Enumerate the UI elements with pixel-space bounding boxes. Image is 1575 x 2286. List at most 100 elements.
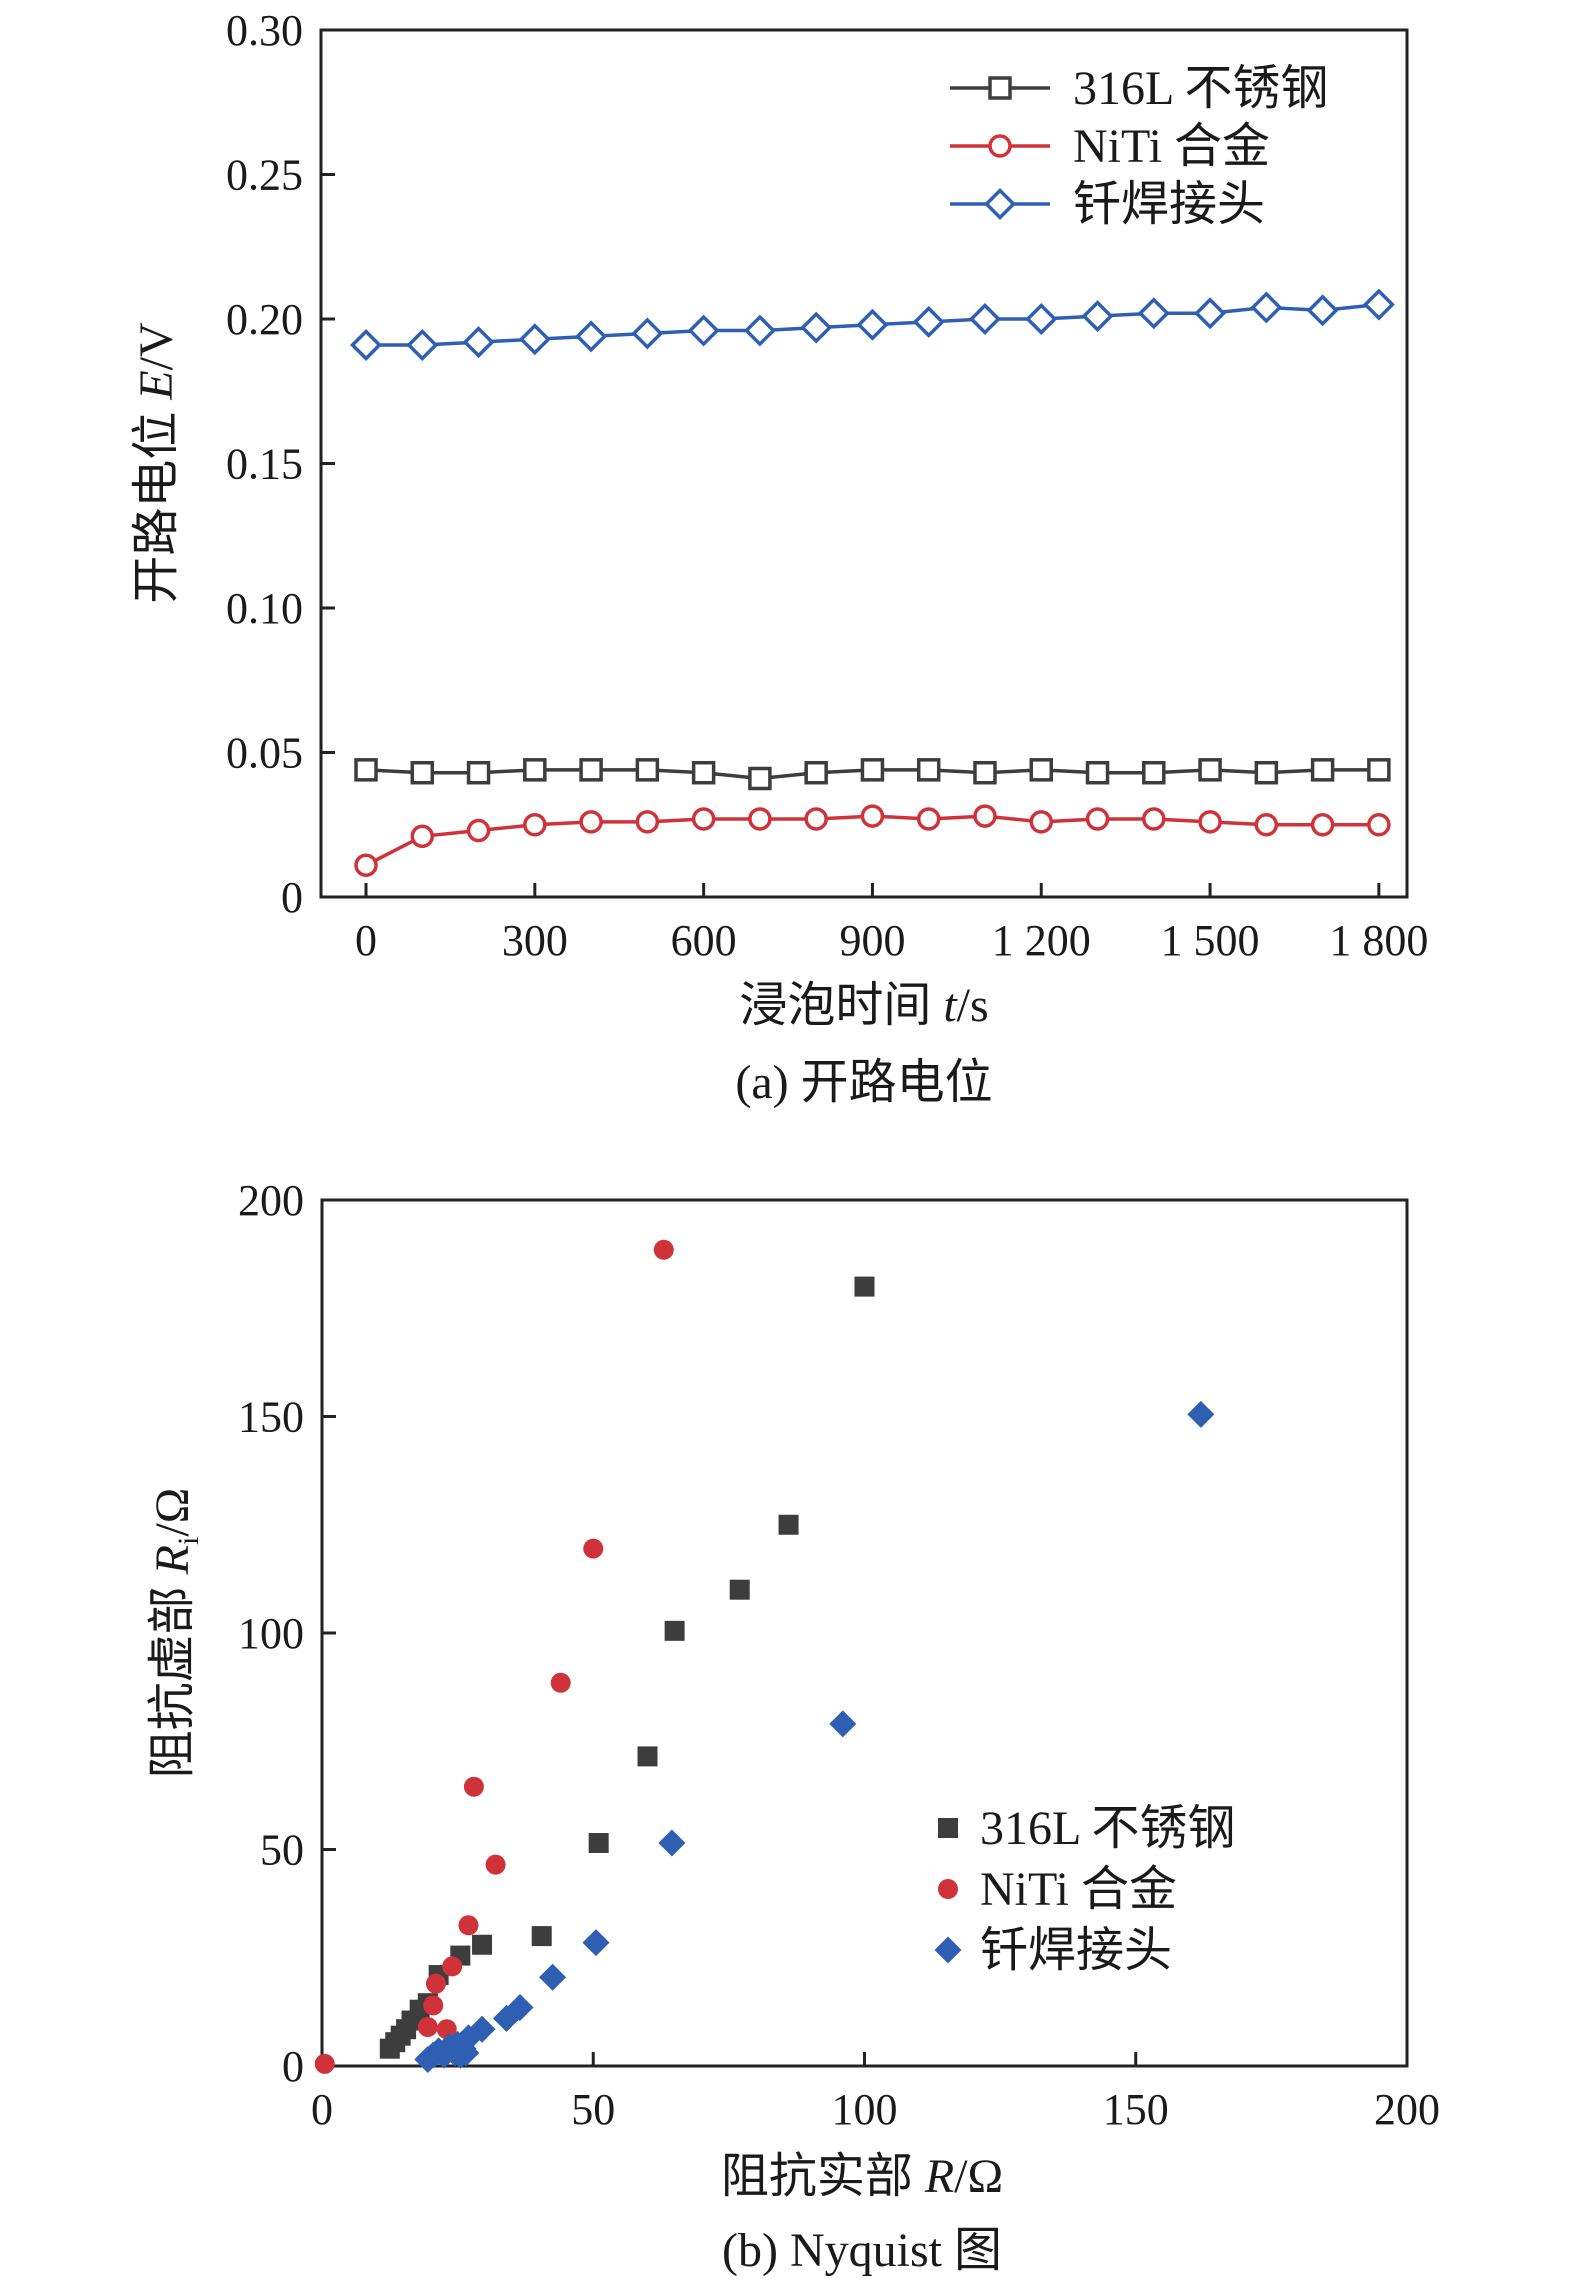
- data-point: [350, 329, 382, 361]
- data-point: [687, 314, 720, 347]
- data-point: [1029, 810, 1053, 834]
- data-point: [550, 1672, 571, 1693]
- data-point: [575, 320, 608, 353]
- data-point: [410, 824, 435, 849]
- data-point: [1025, 303, 1058, 335]
- legend-marker: [988, 134, 1012, 158]
- data-point: [635, 810, 660, 834]
- y-tick-label: 0: [282, 2042, 304, 2091]
- data-point: [860, 758, 885, 782]
- data-point: [969, 303, 1001, 335]
- data-point: [314, 2053, 335, 2074]
- data-point: [1254, 813, 1279, 837]
- x-tick-label: 100: [832, 2085, 898, 2134]
- y-tick-label: 0.20: [226, 295, 303, 344]
- data-point: [1367, 758, 1391, 782]
- data-point: [664, 1620, 685, 1641]
- y-tick-label: 0.30: [226, 6, 303, 55]
- data-point: [518, 323, 551, 356]
- data-point: [506, 1994, 534, 2022]
- series-group-b: [314, 1239, 1215, 2074]
- legend-label: NiTi 合金: [980, 1863, 1177, 1916]
- data-point: [406, 329, 439, 361]
- x-tick-label: 0: [355, 916, 377, 965]
- data-point: [854, 1276, 875, 1297]
- data-point: [1362, 288, 1395, 321]
- data-point: [579, 758, 603, 782]
- panel-open-circuit-potential: 0 300 600 900 1 200 1 500 1 800 0 0.05 0.10 0.15 0.…: [130, 6, 1428, 1109]
- data-point: [531, 1926, 552, 1947]
- y-tick-label: 150: [238, 1393, 304, 1442]
- x-tick-label: 200: [1374, 2085, 1440, 2134]
- data-point: [973, 760, 997, 785]
- legend-marker: [934, 1936, 962, 1964]
- x-tick-label: 50: [571, 2085, 615, 2134]
- data-point: [743, 314, 776, 347]
- data-point: [653, 1239, 674, 1260]
- data-point: [463, 1776, 484, 1797]
- data-point: [1306, 294, 1339, 327]
- data-point: [1142, 760, 1166, 785]
- axis-ticks-b: 0 50 100 150 200 0 50 100 150 200: [238, 1176, 1440, 2134]
- data-point: [354, 853, 378, 877]
- data-point: [462, 326, 495, 359]
- axis-ticks-a: 0 300 600 900 1 200 1 500 1 800 0 0.05 0.10 0.15 0.…: [226, 6, 1428, 965]
- data-point: [1250, 291, 1283, 324]
- data-point: [354, 758, 378, 782]
- data-point: [804, 807, 828, 831]
- series-group-a: [350, 288, 1395, 877]
- data-point: [804, 760, 828, 785]
- data-point: [637, 1746, 658, 1767]
- y-tick-label: 0.05: [226, 729, 303, 778]
- legend-label: NiTi 合金: [1073, 120, 1270, 173]
- data-point: [778, 1514, 799, 1535]
- data-point: [523, 813, 547, 837]
- data-point: [1137, 297, 1170, 330]
- data-point: [916, 807, 941, 831]
- caption-a: (a) 开路电位: [735, 1056, 992, 1109]
- data-point: [468, 2015, 496, 2043]
- legend-marker: [938, 1879, 958, 1899]
- data-point: [729, 1579, 750, 1600]
- data-point: [800, 311, 833, 344]
- legend-label: 316L 不锈钢: [980, 1802, 1236, 1855]
- data-point: [1187, 1400, 1215, 1428]
- y-tick-label: 100: [238, 1609, 304, 1658]
- y-tick-label: 200: [238, 1176, 304, 1225]
- x-tick-label: 0: [311, 2085, 333, 2134]
- data-point: [410, 760, 435, 785]
- data-point: [1142, 807, 1166, 831]
- data-point: [829, 1710, 857, 1738]
- data-point: [748, 766, 772, 791]
- panel-nyquist: 0 50 100 150 200 0 50 100 150 200 316L 不锈钢 NiTi 合金…: [146, 1176, 1440, 2277]
- data-point: [442, 1956, 463, 1977]
- legend-marker: [938, 1818, 958, 1838]
- data-point: [1029, 758, 1053, 782]
- data-point: [1367, 813, 1391, 837]
- x-tick-label: 900: [839, 916, 905, 965]
- data-point: [423, 1995, 444, 2016]
- x-tick-label: 300: [502, 916, 568, 965]
- y-tick-label: 0.10: [226, 584, 303, 633]
- y-tick-label: 50: [260, 1826, 304, 1875]
- data-point: [912, 305, 945, 338]
- data-point: [485, 1854, 506, 1875]
- data-point: [588, 1833, 609, 1854]
- legend-label: 钎焊接头: [980, 1924, 1172, 1977]
- data-point: [425, 1973, 446, 1994]
- data-point: [466, 760, 491, 785]
- data-point: [466, 818, 491, 843]
- x-tick-label: 1 200: [992, 916, 1091, 965]
- data-point: [1310, 758, 1335, 782]
- data-point: [1198, 758, 1222, 782]
- data-point: [436, 2019, 457, 2040]
- x-tick-label: 1 500: [1161, 916, 1260, 965]
- legend-label: 316L 不锈钢: [1073, 62, 1329, 115]
- data-point: [1310, 813, 1335, 837]
- data-point: [1081, 300, 1114, 333]
- x-tick-label: 1 800: [1329, 916, 1428, 965]
- data-point: [1085, 760, 1110, 785]
- data-point: [539, 1963, 567, 1991]
